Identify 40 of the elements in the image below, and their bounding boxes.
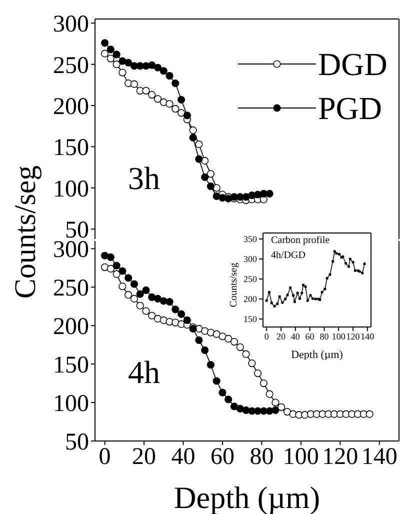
legend-label: PGD	[318, 89, 382, 128]
x-tick-label: 40	[290, 331, 300, 342]
y-tick-label: 300	[53, 12, 89, 38]
y-tick-label: 150	[53, 352, 89, 379]
y-tick-label: 150	[244, 314, 258, 324]
x-tick-label: 140	[360, 331, 375, 342]
annotation: 4h/DGD	[271, 250, 306, 261]
x-tick-label: 40	[171, 444, 196, 470]
legend-label: DGD	[318, 45, 388, 84]
x-tick-label: 20	[132, 444, 156, 470]
annotation: 3h	[128, 160, 160, 196]
y-tick-label: 250	[53, 52, 89, 79]
x-tick-label: 60	[210, 444, 234, 470]
y-axis-title: Counts/seg	[9, 165, 43, 299]
x-tick-label: 0	[264, 331, 270, 342]
y-tick-label: 200	[53, 314, 89, 340]
x-axis-title: Depth (µm)	[291, 349, 344, 361]
x-tick-label: 120	[322, 444, 358, 470]
y-tick-label: 350	[244, 234, 258, 244]
x-tick-label: 80	[250, 444, 274, 470]
y-tick-label: 200	[244, 294, 258, 304]
y-tick-label: 50	[65, 430, 89, 456]
x-tick-label: 20	[276, 331, 286, 342]
y-tick-label: 100	[53, 176, 89, 202]
y-axis-title: Counts/seg	[228, 262, 240, 308]
x-tick-label: 80	[320, 331, 330, 342]
y-tick-label: 250	[53, 276, 89, 302]
x-tick-label: 0	[98, 444, 111, 470]
x-tick-label: 100	[332, 331, 346, 342]
y-tick-label: 150	[53, 135, 89, 162]
y-tick-label: 300	[244, 254, 258, 264]
y-tick-label: 200	[53, 94, 89, 120]
annotation: Carbon profile	[271, 235, 330, 246]
y-tick-label: 250	[244, 274, 258, 284]
x-tick-label: 120	[346, 331, 360, 342]
annotation: 4h	[128, 354, 160, 390]
x-tick-label: 100	[282, 444, 319, 470]
y-tick-label: 100	[53, 391, 89, 418]
x-tick-label: 140	[361, 444, 398, 470]
x-tick-label: 60	[305, 331, 315, 342]
